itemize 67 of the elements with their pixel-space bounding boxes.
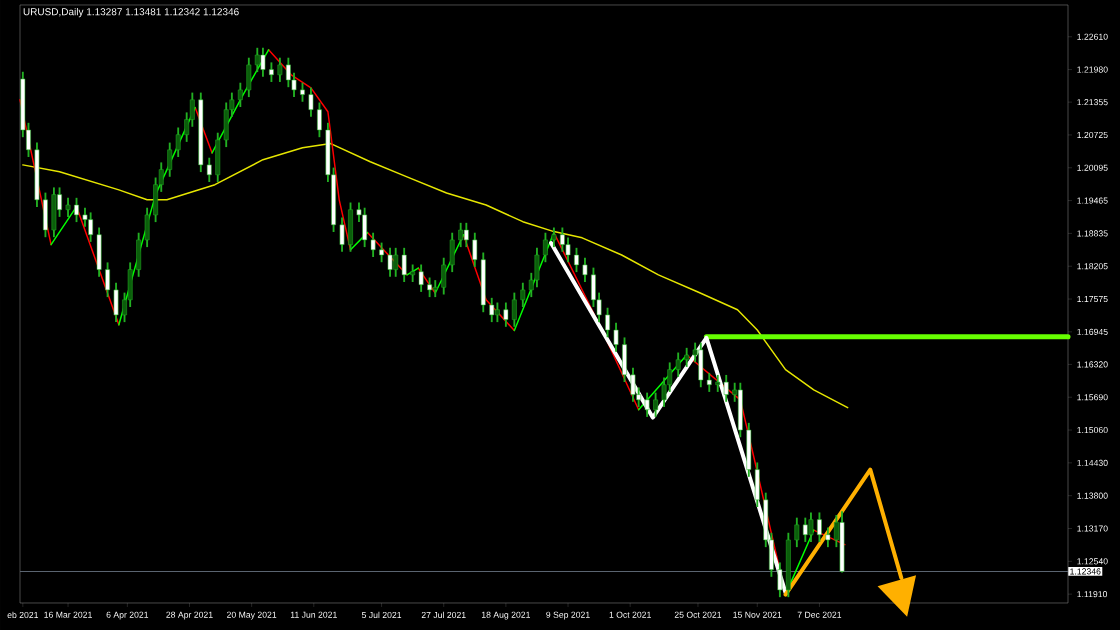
candlestick <box>74 197 79 223</box>
y-tick-label: 1.17575 <box>1077 296 1108 303</box>
x-tick-label: 16 Mar 2021 <box>44 611 92 618</box>
candlestick <box>644 392 650 417</box>
candlestick <box>723 374 729 402</box>
candlestick <box>441 257 447 295</box>
y-tick-label: 1.18835 <box>1077 230 1108 237</box>
y-tick-label: 1.12540 <box>1077 558 1108 565</box>
candlestick <box>817 512 822 542</box>
ref-line-label: 1.12346 <box>1070 568 1101 575</box>
x-tick-label: 9 Sep 2021 <box>546 611 590 620</box>
candlestick <box>605 307 610 338</box>
y-tick-label: 1.22610 <box>1077 33 1108 40</box>
y-tick-label: 1.16320 <box>1077 361 1108 368</box>
candlestick <box>715 374 721 392</box>
candlestick <box>175 127 181 157</box>
candlestick <box>613 322 619 352</box>
x-tick-label: 1 Oct 2021 <box>609 611 651 618</box>
chart-title: URUSD,Daily 1.13287 1.13481 1.12342 1.12346 <box>23 7 239 18</box>
x-tick-label: 11 Jun 2021 <box>290 611 337 618</box>
y-tick-label: 1.15060 <box>1077 426 1108 434</box>
candlestick <box>520 282 526 308</box>
x-tick-label: eb 2021 <box>7 611 39 619</box>
y-tick-label: 1.14430 <box>1077 459 1108 466</box>
x-tick-label: 18 Aug 2021 <box>481 611 531 620</box>
candlestick <box>206 157 212 182</box>
x-tick-label: 15 Nov 2021 <box>733 611 782 618</box>
candlestick <box>401 247 407 283</box>
candlestick <box>277 57 283 82</box>
candlestick <box>653 392 658 417</box>
y-tick-label: 1.21355 <box>1077 99 1108 106</box>
y-tick-label: 1.21980 <box>1077 66 1108 73</box>
candlestick <box>543 232 548 263</box>
y-tick-label: 1.16945 <box>1077 328 1108 335</box>
y-tick-label: 1.18205 <box>1077 263 1108 270</box>
candlestick <box>370 232 376 257</box>
candlestick <box>105 262 110 298</box>
candlestick <box>410 264 416 283</box>
x-tick-label: 5 Jul 2021 <box>361 611 402 619</box>
candlestick <box>237 82 243 107</box>
x-tick-label: 25 Oct 2021 <box>674 611 722 618</box>
y-tick-label: 1.11910 <box>1077 591 1108 598</box>
y-tick-label: 1.20095 <box>1077 164 1108 171</box>
candlestick <box>339 217 345 252</box>
y-tick-label: 1.15690 <box>1077 394 1108 401</box>
candlestick <box>308 87 314 117</box>
x-tick-label: 20 May 2021 <box>227 611 277 620</box>
x-tick-label: 27 Jul 2021 <box>421 611 466 619</box>
candlestick <box>418 264 424 292</box>
y-tick-label: 1.13800 <box>1077 492 1108 499</box>
candlestick <box>503 302 509 327</box>
line-series <box>22 142 849 409</box>
y-tick-label: 1.13170 <box>1077 525 1108 532</box>
candlestick <box>511 292 517 327</box>
candlestick <box>317 102 322 138</box>
x-tick-label: 6 Apr 2021 <box>106 611 149 620</box>
line-series <box>549 241 788 595</box>
y-tick-label: 1.20725 <box>1077 131 1108 139</box>
candlestick <box>582 257 588 283</box>
candlestick <box>794 517 800 548</box>
candlestick <box>574 247 579 273</box>
candlestick <box>675 352 681 377</box>
x-tick-label: 28 Apr 2021 <box>166 611 213 620</box>
y-tick-label: 1.19465 <box>1077 197 1108 204</box>
x-tick-label: 7 Dec 2021 <box>797 611 842 618</box>
candlestick <box>472 232 478 267</box>
candlestick <box>167 142 173 177</box>
